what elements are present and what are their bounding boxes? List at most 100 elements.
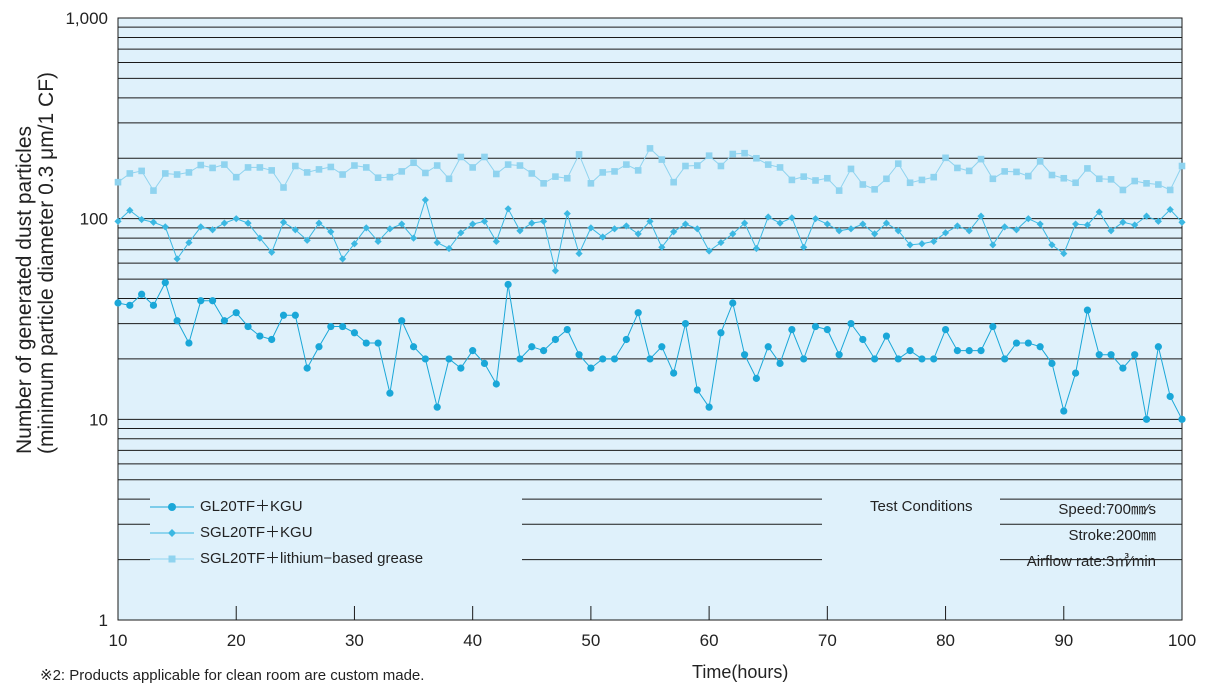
data-point — [114, 217, 122, 225]
data-point — [646, 355, 654, 363]
data-point — [930, 173, 938, 181]
data-point — [208, 297, 217, 305]
x-tick-label: 30 — [345, 631, 364, 650]
data-point — [421, 355, 429, 363]
data-point — [800, 355, 808, 363]
data-point — [1024, 339, 1032, 347]
data-point — [1154, 217, 1162, 225]
data-point — [894, 355, 902, 363]
data-point — [540, 180, 547, 187]
data-point — [185, 169, 193, 176]
data-point — [646, 145, 654, 152]
data-point — [942, 154, 949, 162]
data-point — [433, 238, 441, 247]
data-point — [658, 343, 666, 351]
data-point — [327, 163, 335, 171]
data-point — [658, 243, 666, 251]
data-point — [327, 322, 335, 331]
data-point — [327, 228, 335, 236]
legend-label: SGL20TF＋KGU — [200, 524, 313, 541]
data-point — [481, 153, 488, 161]
data-point — [670, 178, 677, 186]
data-point — [492, 380, 500, 388]
data-point — [918, 355, 926, 363]
data-point — [705, 152, 713, 159]
data-point — [954, 164, 961, 172]
data-point — [800, 173, 807, 180]
data-point — [232, 215, 240, 223]
data-point — [339, 255, 347, 263]
data-point — [717, 162, 725, 170]
data-point — [823, 220, 831, 228]
data-point — [610, 225, 619, 233]
data-point — [871, 186, 878, 193]
data-point — [563, 326, 571, 334]
data-point — [280, 184, 287, 191]
data-point — [398, 168, 406, 175]
data-point — [729, 230, 737, 238]
data-point — [1095, 175, 1103, 183]
data-point — [953, 347, 961, 355]
data-point — [209, 164, 216, 172]
data-point — [764, 343, 772, 351]
data-point — [1072, 179, 1079, 187]
data-point — [1001, 168, 1008, 175]
data-point — [871, 230, 879, 238]
data-point — [161, 279, 169, 287]
data-point — [268, 335, 276, 344]
data-point — [1119, 186, 1127, 194]
data-point — [185, 339, 193, 347]
data-point — [551, 267, 560, 275]
data-point — [268, 248, 276, 256]
data-point — [374, 237, 382, 246]
data-point — [351, 162, 358, 169]
data-point — [717, 329, 725, 337]
data-point — [1060, 407, 1068, 415]
data-point — [528, 170, 536, 177]
data-point — [811, 322, 820, 331]
data-point — [1024, 215, 1032, 223]
data-point — [386, 389, 394, 397]
data-point — [126, 206, 134, 214]
data-point — [871, 355, 879, 363]
data-point — [256, 332, 264, 340]
data-point — [173, 255, 181, 263]
data-point — [362, 224, 370, 232]
data-point — [232, 309, 240, 317]
data-point — [752, 374, 761, 382]
x-tick-label: 90 — [1054, 631, 1073, 650]
data-point — [835, 351, 843, 359]
data-point — [623, 161, 630, 168]
data-point — [764, 161, 772, 168]
data-point — [681, 220, 690, 228]
data-point — [918, 176, 926, 184]
data-point — [634, 309, 642, 317]
data-point — [835, 227, 843, 235]
data-point — [114, 178, 122, 186]
data-point — [480, 217, 489, 225]
data-point — [197, 297, 205, 305]
data-point — [610, 355, 619, 363]
y-axis-title-line1: Number of generated dust particles — [13, 125, 36, 454]
data-point — [433, 403, 441, 411]
data-point — [1131, 177, 1139, 185]
data-point — [705, 247, 713, 255]
data-point — [516, 355, 524, 363]
data-point — [1119, 218, 1127, 226]
data-point — [504, 205, 512, 213]
data-point — [587, 364, 595, 372]
data-point — [291, 226, 299, 234]
data-point — [1107, 176, 1115, 183]
data-point — [469, 220, 477, 228]
data-point — [693, 225, 701, 233]
data-point — [185, 238, 193, 247]
data-point — [1025, 172, 1032, 180]
data-point — [1095, 208, 1103, 216]
data-point — [339, 322, 347, 331]
data-point — [315, 343, 323, 351]
data-point — [256, 164, 264, 171]
data-point — [1131, 221, 1139, 229]
data-point — [776, 219, 784, 227]
data-point — [847, 165, 855, 173]
